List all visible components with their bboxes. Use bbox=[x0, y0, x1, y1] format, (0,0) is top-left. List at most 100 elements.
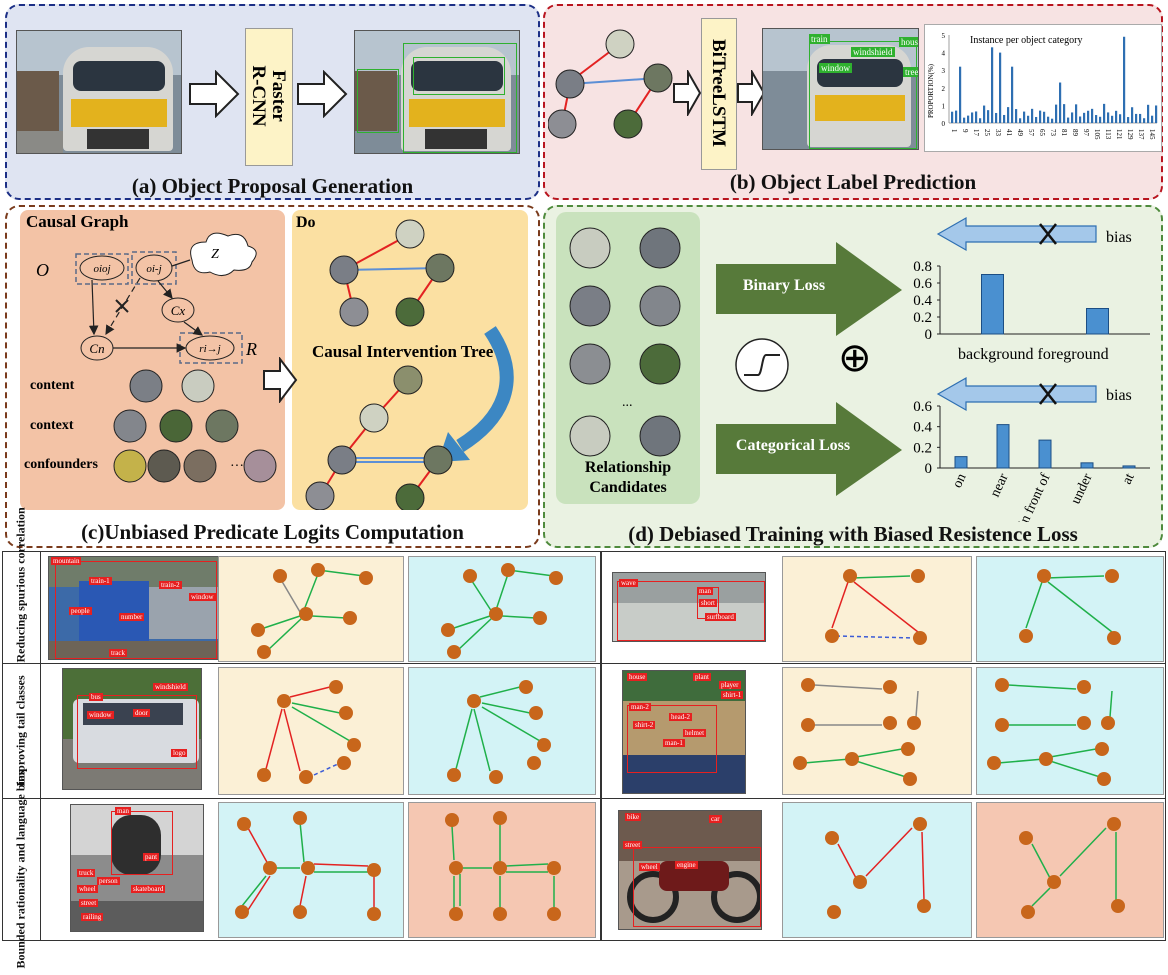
tag-man: man bbox=[115, 807, 132, 815]
xtick-label: at bbox=[1120, 471, 1138, 487]
ytick-label: 0.8 bbox=[913, 259, 932, 275]
scene-graph-r2c1 bbox=[257, 680, 361, 784]
causal-graph-title: Causal Graph bbox=[26, 212, 129, 231]
categorical-loss-arrow bbox=[716, 402, 902, 496]
graph-cell-r3c4 bbox=[976, 802, 1164, 938]
hist-xtick: 89 bbox=[1071, 129, 1079, 137]
hist-bar bbox=[987, 110, 990, 123]
tag-wave: wave bbox=[619, 579, 638, 587]
tag-truck: truck bbox=[77, 869, 96, 877]
causal-rows-thumbs: ··· bbox=[113, 369, 277, 483]
hist-bar bbox=[1011, 66, 1014, 123]
hist-xtick: 129 bbox=[1126, 129, 1134, 140]
ytick-label: 0.4 bbox=[913, 293, 932, 309]
scene-graph-r2c4 bbox=[987, 678, 1115, 786]
tag-windshield: windshield bbox=[153, 683, 188, 691]
tag-man-1: man-1 bbox=[663, 739, 685, 747]
hist-xtick: 33 bbox=[994, 129, 1002, 137]
tag-logo: logo bbox=[171, 749, 188, 757]
causal-intervention-tree-label: Causal Intervention Tree bbox=[312, 342, 494, 361]
node-oioj: oioj bbox=[93, 263, 110, 275]
scene-graph-r1c1 bbox=[251, 563, 373, 659]
tag-window: window bbox=[87, 711, 114, 719]
hist-ylabel: PROPORTION(%) bbox=[927, 63, 935, 118]
tag-train-1: train-1 bbox=[89, 577, 112, 585]
hist-bar bbox=[1095, 115, 1098, 123]
node-Z: Z bbox=[211, 247, 219, 262]
ytick-label: 0 bbox=[925, 461, 933, 477]
det-label-windshield: windshield bbox=[851, 47, 895, 57]
hist-bar bbox=[1067, 117, 1070, 123]
candidate-thumbs: ... bbox=[569, 227, 681, 457]
hist-ytick: 4 bbox=[942, 50, 946, 58]
scene-graph-r1c4 bbox=[1019, 569, 1121, 645]
caption-b: (b) Object Label Prediction bbox=[729, 170, 977, 194]
hist-bar bbox=[1099, 116, 1102, 123]
hist-bar bbox=[955, 110, 958, 123]
tag-window: window bbox=[189, 593, 216, 601]
ytick-label: 0.6 bbox=[913, 276, 932, 292]
hist-bar bbox=[1079, 116, 1082, 123]
hist-xtick: 17 bbox=[972, 129, 980, 137]
tag-bike: bike bbox=[625, 813, 642, 821]
tag-helmet: helmet bbox=[683, 729, 707, 737]
node-oij: oi-j bbox=[146, 263, 161, 275]
tag-railing: railing bbox=[81, 913, 104, 921]
bar-at bbox=[1122, 465, 1136, 469]
ytick-label: 0.6 bbox=[913, 399, 932, 415]
hist-xtick: 25 bbox=[983, 129, 991, 137]
hist-bar bbox=[1043, 111, 1046, 123]
photo-bus: bus window door windshield logo bbox=[62, 668, 202, 790]
hist-bar bbox=[1127, 117, 1130, 123]
hist-bar bbox=[1135, 113, 1138, 123]
categorical-loss-label: Categorical Loss bbox=[735, 437, 851, 454]
hist-bar bbox=[1075, 104, 1078, 123]
categorical-bias-label: bias bbox=[1106, 387, 1132, 404]
hist-bar bbox=[1091, 108, 1094, 123]
hist-bar bbox=[1071, 112, 1074, 123]
node-r: ri→j bbox=[199, 343, 220, 355]
tag-car: car bbox=[709, 815, 722, 823]
hist-bar bbox=[1083, 112, 1086, 123]
hist-bar bbox=[1119, 114, 1122, 123]
causal-intervention-trees bbox=[305, 219, 514, 510]
node-R: R bbox=[245, 339, 257, 359]
hist-bar bbox=[951, 111, 954, 123]
hist-xtick: 81 bbox=[1060, 129, 1068, 137]
hist-bar bbox=[1019, 118, 1022, 123]
hist-bar bbox=[999, 52, 1002, 123]
tag-skateboard: skateboard bbox=[131, 885, 166, 893]
row-confounders-label: confounders bbox=[24, 457, 98, 472]
hist-bar bbox=[1111, 115, 1114, 123]
hist-xtick: 105 bbox=[1093, 129, 1101, 140]
hist-ytick: 2 bbox=[942, 85, 946, 93]
tag-wheel: wheel bbox=[639, 863, 660, 871]
scene-graph-r1c3 bbox=[825, 569, 927, 645]
caption-d: (d) Debiased Training with Biased Resist… bbox=[628, 522, 1078, 546]
xtick-label: near bbox=[988, 471, 1012, 499]
hist-bar bbox=[1031, 108, 1034, 123]
bar-background bbox=[981, 274, 1004, 335]
photo-skateboard: man pant truck person wheel street skate… bbox=[70, 804, 204, 932]
arrow-b1 bbox=[673, 70, 702, 116]
confounders-ellipsis: ··· bbox=[230, 459, 244, 474]
hist-ytick: 1 bbox=[942, 102, 946, 110]
faster-rcnn-label: Faster R-CNN bbox=[248, 65, 289, 127]
tag-people: people bbox=[69, 607, 92, 615]
relationship-candidates-label: Relationship Candidates bbox=[584, 459, 672, 496]
binary-bias-chart: bias 00.20.40.60.8 background foreground bbox=[913, 216, 1150, 363]
tag-surfboard: surfboard bbox=[705, 613, 736, 621]
category-histogram: Instance per object category PROPORTION(… bbox=[924, 24, 1162, 152]
hist-bar bbox=[1007, 107, 1010, 123]
hist-ytick: 3 bbox=[942, 67, 946, 75]
do-title: Do bbox=[296, 214, 316, 231]
hist-bar bbox=[1155, 105, 1158, 123]
hist-xtick: 65 bbox=[1038, 129, 1046, 137]
hist-bar bbox=[1139, 113, 1142, 123]
arrow-c bbox=[263, 357, 298, 403]
train-photo-labeled: train windshield window house tree bbox=[762, 28, 919, 150]
hist-xtick: 73 bbox=[1049, 129, 1057, 137]
hist-xtick: 137 bbox=[1137, 129, 1145, 140]
scene-graph-r2c2 bbox=[447, 680, 551, 784]
hist-bar bbox=[1115, 110, 1118, 123]
